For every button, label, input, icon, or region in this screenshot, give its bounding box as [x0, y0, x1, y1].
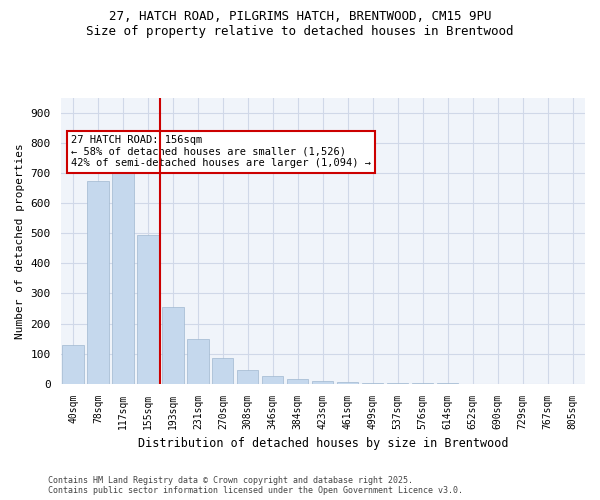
Bar: [237, 370, 259, 384]
Bar: [312, 382, 334, 384]
Bar: [262, 376, 283, 384]
Bar: [62, 344, 83, 384]
Bar: [387, 383, 409, 384]
Text: Contains HM Land Registry data © Crown copyright and database right 2025.
Contai: Contains HM Land Registry data © Crown c…: [48, 476, 463, 495]
Bar: [137, 235, 158, 384]
Y-axis label: Number of detached properties: Number of detached properties: [15, 143, 25, 338]
Bar: [212, 358, 233, 384]
Bar: [187, 338, 209, 384]
Bar: [112, 168, 134, 384]
Bar: [362, 383, 383, 384]
Bar: [287, 379, 308, 384]
Text: 27 HATCH ROAD: 156sqm
← 58% of detached houses are smaller (1,526)
42% of semi-d: 27 HATCH ROAD: 156sqm ← 58% of detached …: [71, 135, 371, 168]
Bar: [163, 307, 184, 384]
Bar: [337, 382, 358, 384]
Text: 27, HATCH ROAD, PILGRIMS HATCH, BRENTWOOD, CM15 9PU
Size of property relative to: 27, HATCH ROAD, PILGRIMS HATCH, BRENTWOO…: [86, 10, 514, 38]
X-axis label: Distribution of detached houses by size in Brentwood: Distribution of detached houses by size …: [137, 437, 508, 450]
Bar: [88, 180, 109, 384]
